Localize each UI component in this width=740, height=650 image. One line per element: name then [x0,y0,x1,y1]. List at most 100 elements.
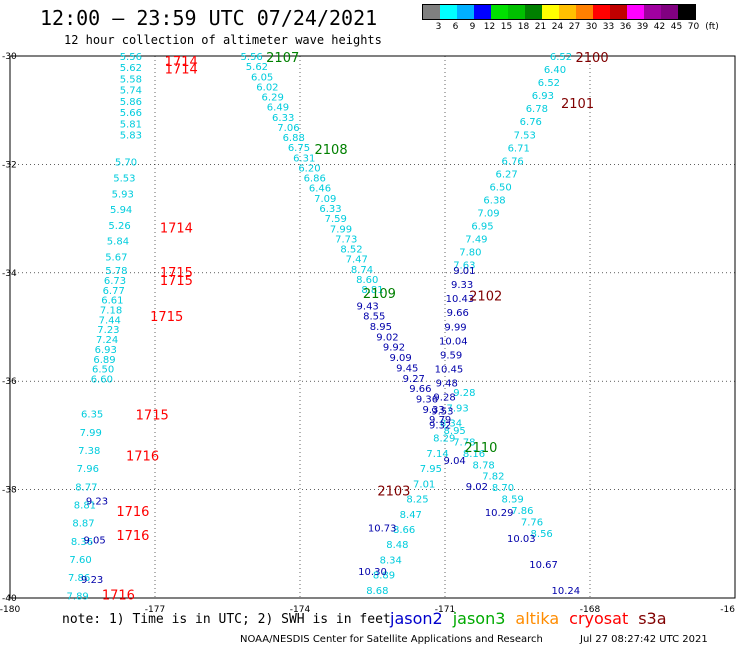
color-legend: 3 6 9 12 15 18 21 24 27 30 33 36 39 42 45 70 (ft) [422,4,719,34]
map-frame [9,55,736,599]
wave-height-value: 6.78 [526,104,548,115]
wave-height-value: 8.59 [502,495,524,506]
wave-height-value: 7.09 [314,194,336,205]
wave-height-value: 6.77 [103,286,125,297]
wave-height-value: 6.29 [262,93,284,104]
wave-height-value: 9.01 [453,266,475,277]
satellite-cryosat: cryosat [569,609,629,628]
wave-height-value: 7.44 [99,315,121,326]
legend-swatch [610,5,627,19]
legend-swatch [559,5,576,19]
wave-height-value: 5.26 [108,221,130,232]
wave-height-value: 6.76 [520,117,542,128]
y-tick-label: -32 [2,160,17,170]
wave-height-value: 8.34 [380,555,402,566]
pass-time-label: 1714 [165,62,198,77]
wave-height-value: 9.48 [436,378,458,389]
wave-height-value: 7.06 [277,123,299,134]
legend-swatch [576,5,593,19]
wave-height-value: 6.35 [81,410,103,421]
legend-swatch [678,5,695,19]
wave-height-value: 8.87 [72,519,94,530]
legend-label: 12 [483,22,496,32]
legend-unit: (ft) [705,22,719,32]
wave-height-value: 9.92 [383,343,405,354]
wave-height-value: 10.29 [485,508,514,519]
wave-height-value: 8.29 [433,434,455,445]
legend-label: 24 [551,22,564,32]
satellite-s3a: s3a [638,609,667,628]
wave-height-value: 5.84 [107,237,129,248]
x-tick-label: -180 [0,605,20,615]
y-tick-label: -40 [2,594,17,604]
x-tick-label: -177 [145,605,165,615]
satellite-legend: jason2 jason3 altika cryosat s3a [390,609,667,628]
wave-height-value: 7.59 [325,214,347,225]
wave-height-value: 7.78 [453,437,475,448]
wave-height-value: 9.59 [440,350,462,361]
wave-height-value: 9.36 [416,394,438,405]
wave-height-value: 6.95 [471,222,493,233]
wave-height-value: 6.05 [251,72,273,83]
legend-label: 42 [653,22,666,32]
legend-swatch [457,5,474,19]
y-tick-label: -34 [2,269,17,279]
wave-height-value: 5.70 [115,158,137,169]
wave-height-value: 7.63 [453,261,475,272]
wave-height-value: 8.48 [386,540,408,551]
wave-height-value: 5.66 [120,108,142,119]
wave-height-value: 8.81 [361,285,383,296]
wave-height-value: 6.60 [91,374,113,385]
wave-height-value: 9.66 [409,384,431,395]
pass-time-label: 1714 [165,55,198,70]
wave-height-value: 7.01 [413,479,435,490]
wave-height-value: 10.45 [435,364,464,375]
wave-height-value: 6.89 [93,355,115,366]
wave-height-value: 8.95 [444,426,466,437]
wave-height-value: 7.47 [346,255,368,266]
wave-height-value: 6.02 [256,82,278,93]
legend-swatch [542,5,559,19]
wave-height-value: 5.83 [120,131,142,142]
wave-height-value: 9.09 [389,353,411,364]
wave-height-value: 9.43 [357,301,379,312]
legend-label: 39 [636,22,649,32]
legend-swatch [627,5,644,19]
wave-height-value: 5.62 [120,63,142,74]
wave-height-value: 6.33 [319,204,341,215]
legend-swatch [491,5,508,19]
pass-time-label: 2109 [363,287,396,302]
wave-height-value: 7.38 [78,446,100,457]
wave-height-value: 6.20 [298,163,320,174]
legend-swatch [644,5,661,19]
wave-height-value: 9.79 [429,415,451,426]
legend-label: 33 [602,22,615,32]
wave-height-value: 6.27 [495,169,517,180]
wave-height-value: 6.86 [304,174,326,185]
wave-height-value: 7.95 [420,464,442,475]
legend-swatch [593,5,610,19]
wave-height-value: 6.76 [502,156,524,167]
pass-time-label: 1716 [116,529,149,544]
wave-height-value: 6.49 [267,103,289,114]
y-tick-label: -36 [2,377,17,387]
map-subtitle: 12 hour collection of altimeter wave hei… [64,33,382,47]
wave-height-value: 8.36 [71,537,93,548]
satellite-jason2: jason2 [390,609,443,628]
wave-height-value: 9.99 [444,322,466,333]
wave-height-value: 8.78 [473,460,495,471]
wave-height-value: 8.77 [75,482,97,493]
wave-height-value: 8.70 [492,483,514,494]
footnote: note: 1) Time is in UTC; 2) SWH is in fe… [62,612,391,627]
wave-height-value: 7.93 [447,403,469,414]
wave-height-value: 8.60 [356,275,378,286]
wave-height-value: 8.74 [351,265,373,276]
wave-height-value: 5.81 [120,119,142,130]
wave-height-value: 9.23 [81,575,103,586]
pass-time-label: 1715 [160,274,193,289]
wave-height-value: 6.71 [508,143,530,154]
wave-height-value: 8.55 [363,312,385,323]
legend-labels: 3 6 9 12 15 18 21 24 27 30 33 36 39 42 45 70 (ft) [422,20,719,34]
pass-time-label: 1715 [136,409,169,424]
